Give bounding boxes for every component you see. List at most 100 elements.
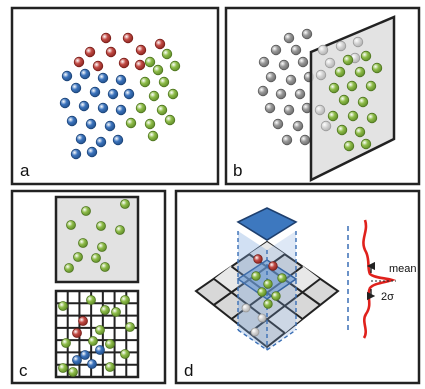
- green-point: [371, 62, 383, 74]
- panel-d-top-box: [236, 207, 298, 241]
- red-point: [135, 44, 147, 56]
- green-point: [64, 263, 74, 273]
- green-point: [346, 80, 358, 92]
- green-point: [97, 242, 107, 252]
- blue-point: [75, 133, 87, 145]
- panel-c-grid: [54, 289, 140, 379]
- green-point: [73, 252, 83, 262]
- light-gray-point: [320, 120, 332, 132]
- green-point: [120, 199, 130, 209]
- gray-point: [278, 59, 290, 71]
- gray-point: [285, 74, 297, 86]
- green-point: [66, 220, 76, 230]
- green-point: [263, 299, 273, 309]
- green-point: [158, 76, 170, 88]
- red-point: [73, 56, 85, 68]
- green-point: [125, 117, 137, 129]
- blue-point: [70, 82, 82, 94]
- green-point: [115, 225, 125, 235]
- panel-d-mean-label: mean: [389, 263, 417, 275]
- green-point: [95, 325, 105, 335]
- green-point: [343, 140, 355, 152]
- green-point: [111, 307, 121, 317]
- light-gray-point: [324, 57, 336, 69]
- light-gray-point: [257, 313, 267, 323]
- panel-a-point-cloud: [59, 32, 181, 160]
- green-point: [144, 56, 156, 68]
- green-point: [156, 104, 168, 116]
- blue-point: [66, 115, 78, 127]
- green-point: [354, 66, 366, 78]
- blue-point: [115, 104, 127, 116]
- gray-point: [258, 56, 270, 68]
- light-gray-point: [250, 327, 260, 337]
- red-point: [122, 32, 134, 44]
- green-point: [147, 130, 159, 142]
- green-point: [86, 295, 96, 305]
- red-point: [268, 261, 278, 271]
- green-point: [366, 112, 378, 124]
- blue-point: [107, 88, 119, 100]
- blue-point: [97, 102, 109, 114]
- panel-b-points-behind: [257, 28, 315, 146]
- panel-c: c: [10, 189, 167, 385]
- green-point: [125, 322, 135, 332]
- blue-point: [97, 72, 109, 84]
- green-point: [139, 76, 151, 88]
- green-point: [148, 90, 160, 102]
- panel-b: b: [224, 6, 421, 186]
- blue-point: [112, 134, 124, 146]
- green-point: [78, 238, 88, 248]
- gray-point: [290, 44, 302, 56]
- panel-d-label: d: [184, 361, 193, 380]
- blue-point: [70, 148, 82, 160]
- green-point: [357, 96, 369, 108]
- panel-b-separating-plane: [309, 15, 396, 183]
- gray-point: [294, 88, 306, 100]
- blue-point: [87, 359, 97, 369]
- green-point: [334, 66, 346, 78]
- gray-point: [297, 56, 309, 68]
- green-point: [96, 221, 106, 231]
- green-point: [360, 138, 372, 150]
- green-point: [144, 118, 156, 130]
- blue-point: [72, 355, 82, 365]
- gray-point: [257, 85, 269, 97]
- gray-point: [275, 88, 287, 100]
- green-point: [100, 262, 110, 272]
- panel-d-density-curve: [362, 219, 396, 339]
- blue-point: [59, 97, 71, 109]
- green-point: [354, 126, 366, 138]
- gray-point: [272, 118, 284, 130]
- red-point: [154, 38, 166, 50]
- green-point: [271, 291, 281, 301]
- green-point: [105, 362, 115, 372]
- panel-d-points: [241, 254, 287, 337]
- green-point: [135, 102, 147, 114]
- green-point: [167, 88, 179, 100]
- green-point: [58, 363, 68, 373]
- blue-point: [123, 88, 135, 100]
- gray-point: [264, 102, 276, 114]
- panel-a-label: a: [20, 161, 30, 180]
- panel-d: mean 2σ d: [174, 189, 421, 385]
- green-point: [365, 80, 377, 92]
- green-point: [263, 279, 273, 289]
- green-point: [68, 367, 78, 377]
- gray-point: [283, 104, 295, 116]
- green-point: [327, 110, 339, 122]
- panel-d-distribution: mean 2σ: [347, 219, 417, 339]
- gray-point: [301, 28, 313, 40]
- light-gray-point: [241, 303, 251, 313]
- red-point: [78, 316, 88, 326]
- red-point: [253, 254, 263, 264]
- gray-point: [270, 44, 282, 56]
- gray-point: [283, 32, 295, 44]
- red-point: [105, 46, 117, 58]
- blue-point: [95, 136, 107, 148]
- red-point: [72, 328, 82, 338]
- red-point: [118, 57, 130, 69]
- green-point: [360, 50, 372, 62]
- panel-b-label: b: [233, 161, 242, 180]
- green-point: [105, 339, 115, 349]
